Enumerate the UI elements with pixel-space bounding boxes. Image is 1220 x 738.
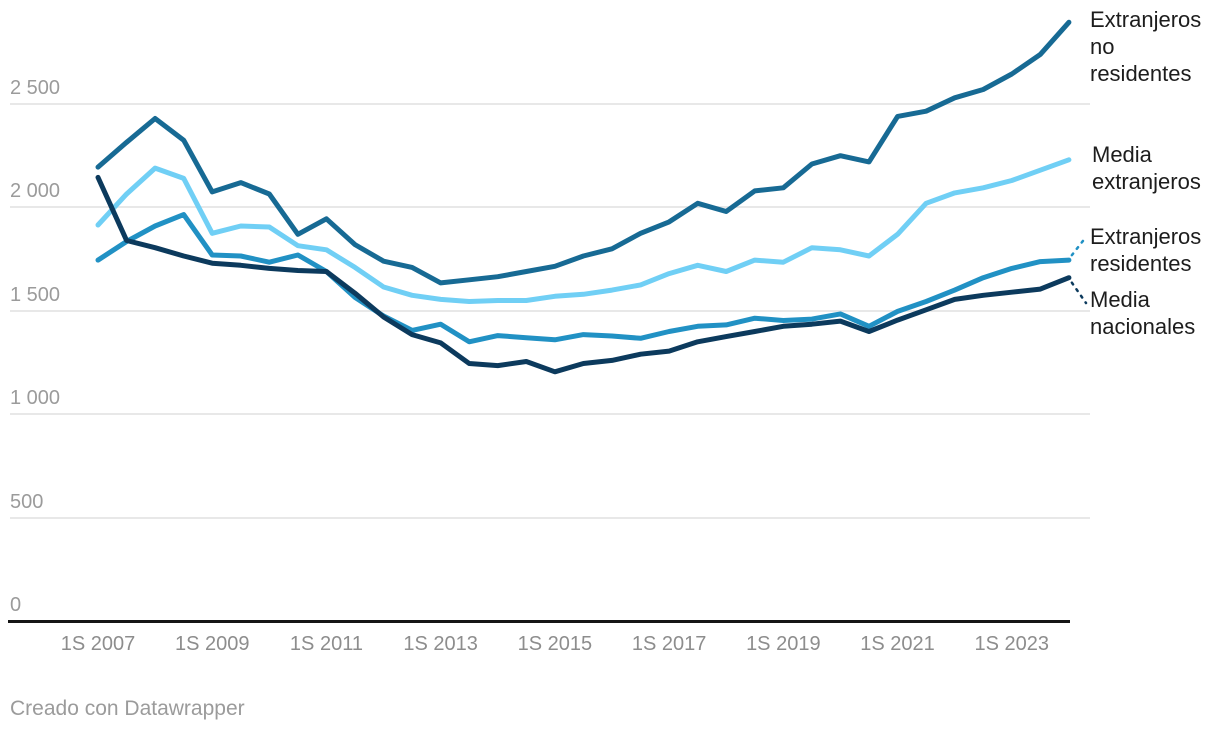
y-tick-label: 500 (10, 490, 44, 513)
series-label-media-extranjeros: Media extranjeros (1092, 142, 1201, 194)
x-tick-label: 1S 2019 (746, 633, 821, 655)
y-tick-label: 1 500 (10, 283, 61, 306)
x-tick-label: 1S 2017 (631, 633, 707, 655)
x-tick-label: 1S 2021 (860, 633, 935, 655)
gridline (10, 309, 1090, 312)
x-axis-baseline (8, 620, 1070, 623)
x-tick-label: 1S 2023 (974, 633, 1050, 655)
series-line-1 (95, 157, 1072, 304)
y-tick-label: 1 000 (10, 387, 61, 410)
credit-line: Creado con Datawrapper (10, 697, 245, 720)
x-tick-label: 1S 2009 (174, 633, 250, 655)
series-label-extranjeros-residentes: Extranjeros residentes (1090, 224, 1202, 276)
x-tick-label: 1S 2011 (289, 633, 363, 655)
x-tick-label: 1S 2015 (517, 633, 593, 655)
y-tick-label: 2 500 (10, 77, 61, 99)
x-tick-label: 1S 2007 (60, 633, 136, 655)
leader-extranjeros-residentes (1070, 235, 1088, 257)
gridline (10, 516, 1090, 519)
series-line-2 (95, 212, 1072, 345)
y-tick-label: 2 000 (10, 180, 61, 203)
y-tick-label: 0 (10, 594, 22, 616)
leader-media-nacionales (1070, 281, 1088, 305)
x-tick-label: 1S 2013 (403, 633, 478, 655)
series-label-media-nacionales: Media nacionales (1090, 287, 1196, 339)
series-label-extranjeros-no-residentes: Extranjeros no residentes (1090, 7, 1202, 86)
series-line-0 (95, 19, 1072, 286)
gridline (10, 103, 1090, 105)
gridline (10, 206, 1090, 209)
gridline (10, 413, 1090, 416)
